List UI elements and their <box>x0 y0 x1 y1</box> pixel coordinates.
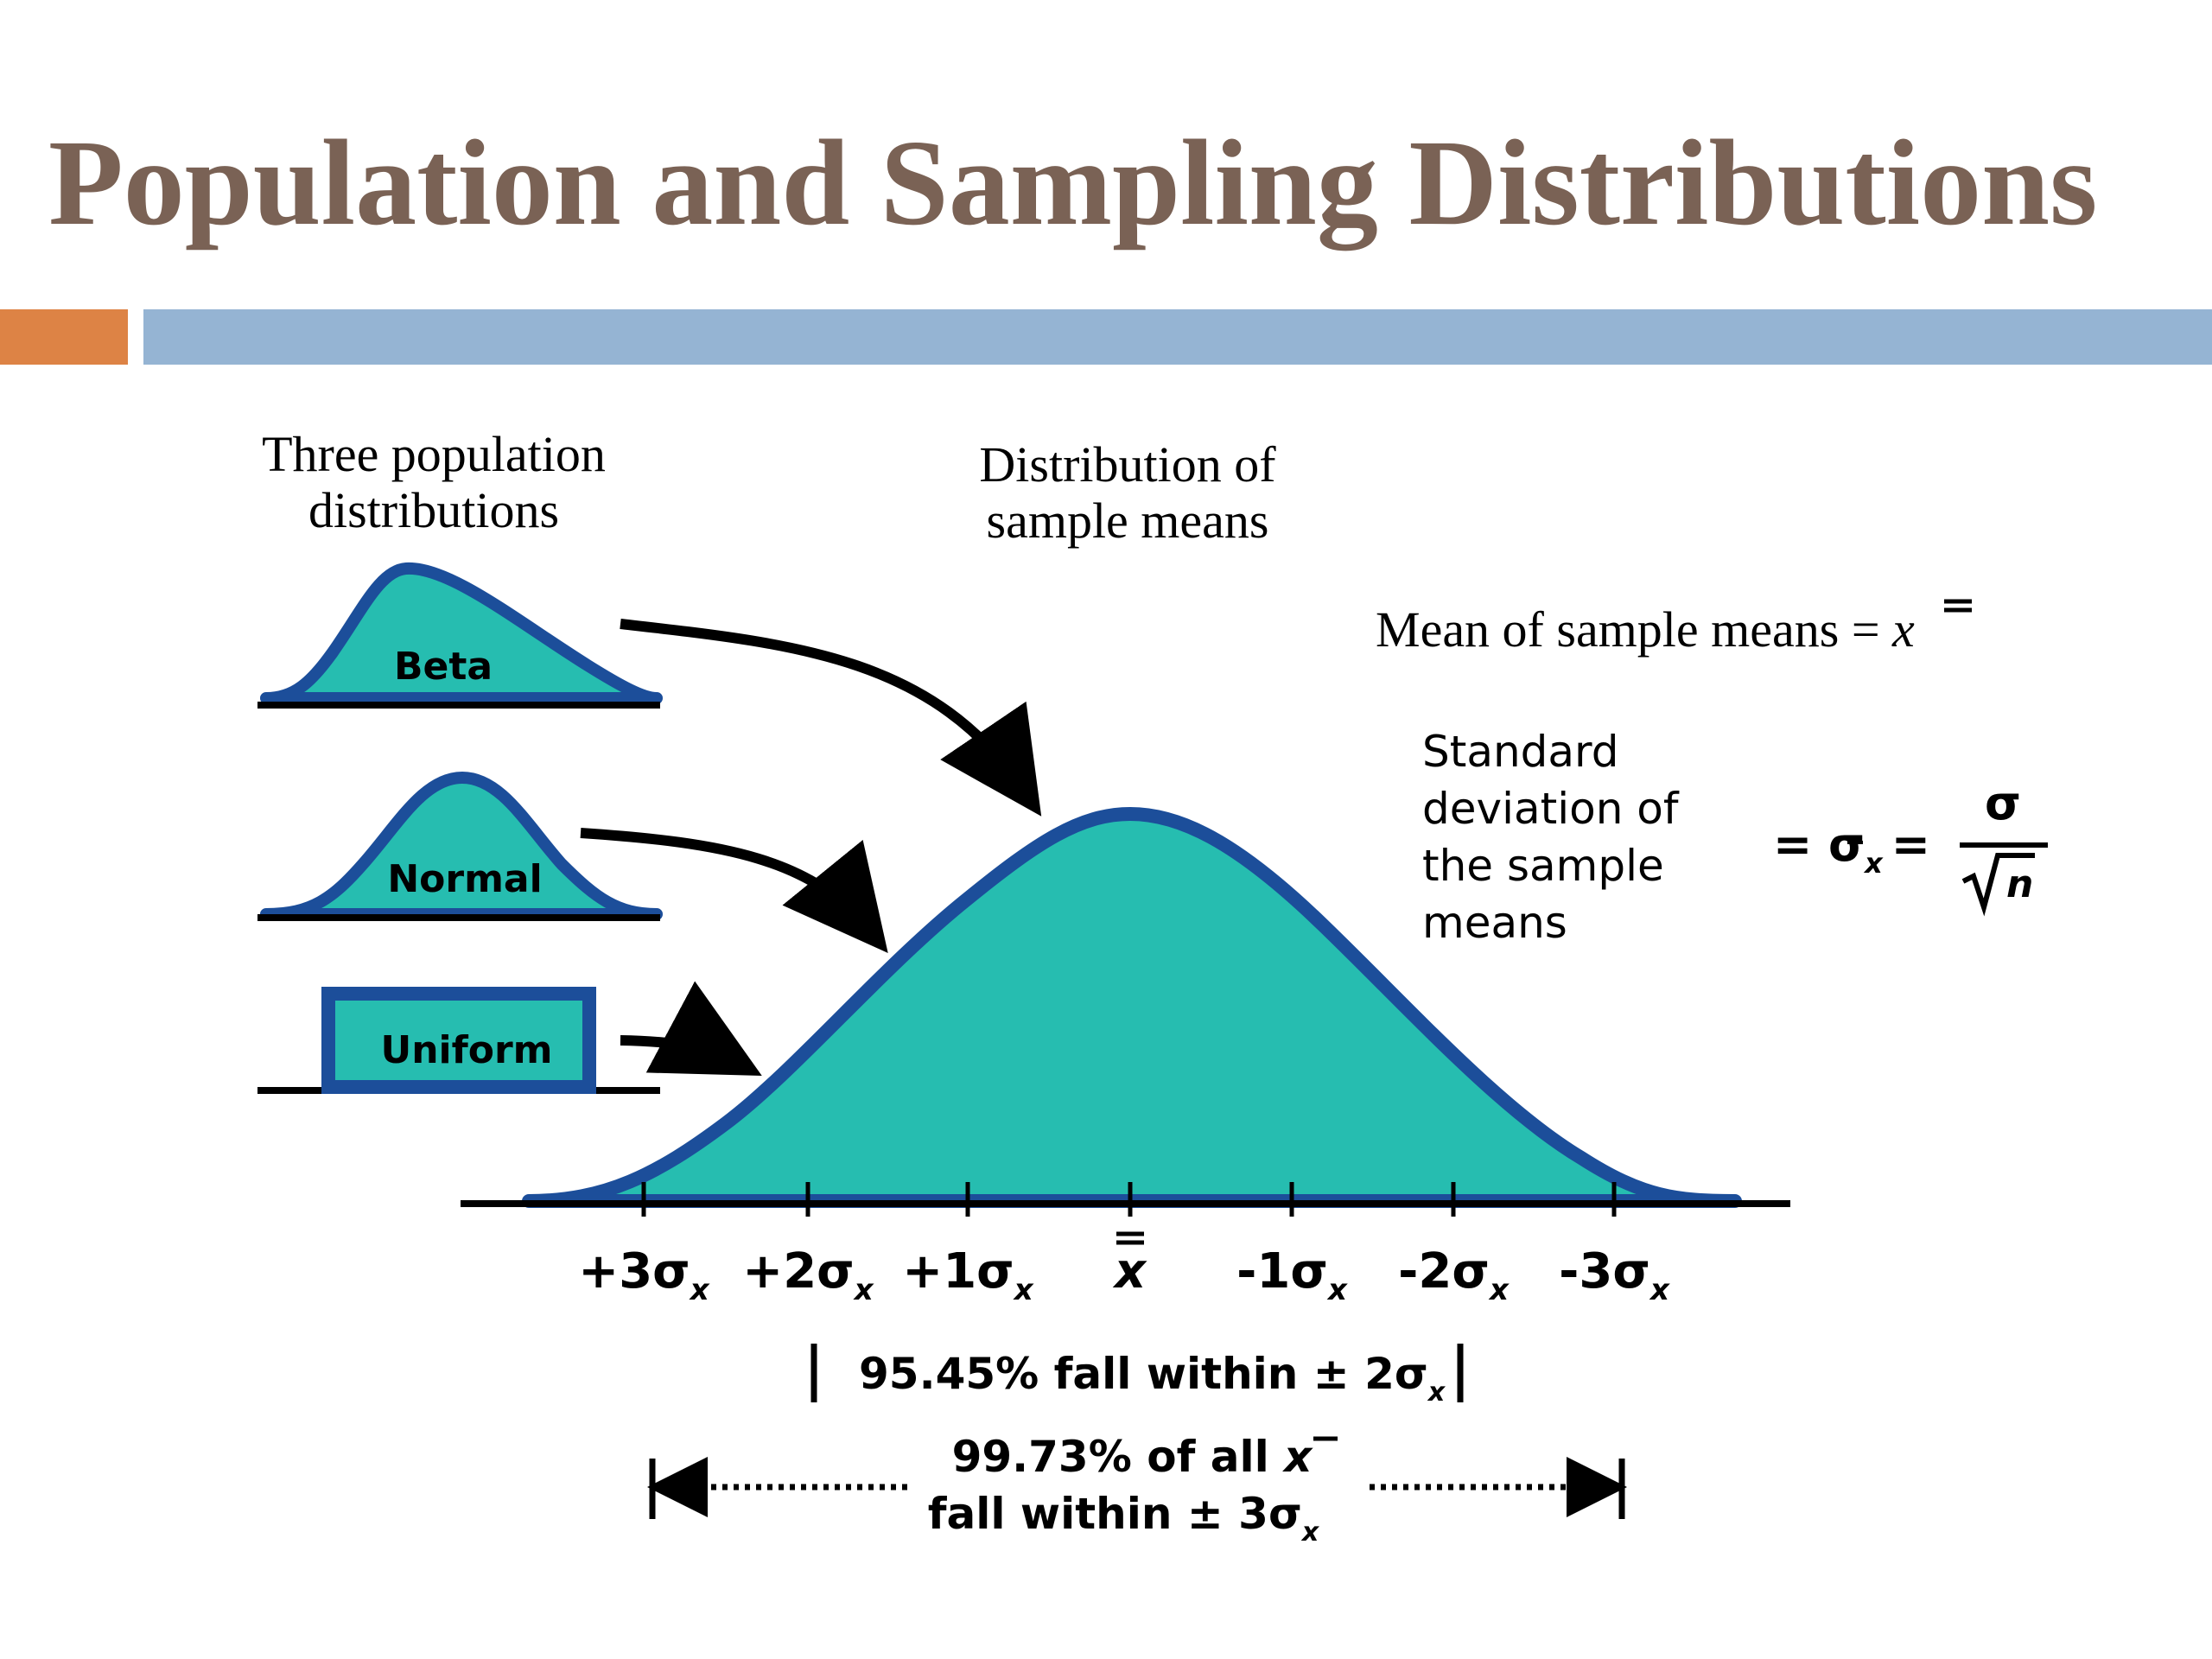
normal-curve <box>260 772 663 920</box>
beta-label: Beta <box>394 645 493 689</box>
sampling-heading-line2: sample means <box>987 493 1269 549</box>
axis-tick-labels: +3σx +2σx +1σx x -1σx -2σx -3σx <box>578 1231 1670 1307</box>
uniform-rect <box>321 987 596 1094</box>
title-accent-bar-blue <box>143 309 2212 365</box>
axis-tick-label: -1σx <box>1236 1243 1348 1307</box>
normal-label: Normal <box>387 857 542 901</box>
axis-tick-label: +2σx <box>742 1243 874 1307</box>
population-heading-line2: distributions <box>308 482 559 538</box>
range99-line2: fall within ± 3σx <box>928 1489 1320 1548</box>
mean-of-sample-means-text: Mean of sample means = <box>1376 601 1892 658</box>
arrow-beta-to-sampling <box>620 619 1042 817</box>
sampling-heading-line1: Distribution of <box>979 436 1276 493</box>
axis-tick-label: +1σx <box>902 1243 1034 1307</box>
slide-title: Population and Sampling Distributions <box>48 114 2098 251</box>
arrow-uniform-to-sampling <box>620 981 762 1076</box>
range95-label: 95.45% fall within ± 2σx <box>859 1349 1446 1408</box>
beta-curve <box>260 562 663 704</box>
axis-tick-label: -2σx <box>1398 1243 1510 1307</box>
axis-tick-label: -3σx <box>1559 1243 1670 1307</box>
sqrt-icon <box>1961 853 2035 917</box>
sd-line2: deviation of <box>1422 784 1680 834</box>
sampling-distribution-curve <box>522 807 1742 1208</box>
mean-of-sample-means-label: Mean of sample means = x <box>1376 601 1915 658</box>
arrow-normal-to-sampling <box>580 828 888 953</box>
uniform-distribution: Uniform <box>257 987 660 1094</box>
formula-denominator: n <box>2006 862 2033 906</box>
sd-line1: Standard <box>1422 727 1618 777</box>
sd-line3: the sample <box>1422 841 1664 891</box>
population-heading-line1: Three population <box>262 426 606 482</box>
axis-tick-label: x <box>1112 1243 1147 1300</box>
formula-left: = σx = <box>1773 817 1930 880</box>
mean-symbol-x-double-bar: x <box>1891 601 1915 658</box>
formula-numerator: σ <box>1985 776 2021 830</box>
title-accent-bar-orange <box>0 309 128 365</box>
normal-distribution: Normal <box>257 772 663 921</box>
beta-distribution: Beta <box>257 562 663 709</box>
axis-tick-label: +3σx <box>578 1243 710 1307</box>
standard-error-formula: = σx = σ n <box>1773 776 2048 917</box>
axis-tick-marks <box>641 1182 1617 1217</box>
uniform-label: Uniform <box>380 1028 552 1072</box>
sd-line4: means <box>1422 898 1567 948</box>
range99-line1: 99.73% of all x <box>952 1432 1314 1482</box>
